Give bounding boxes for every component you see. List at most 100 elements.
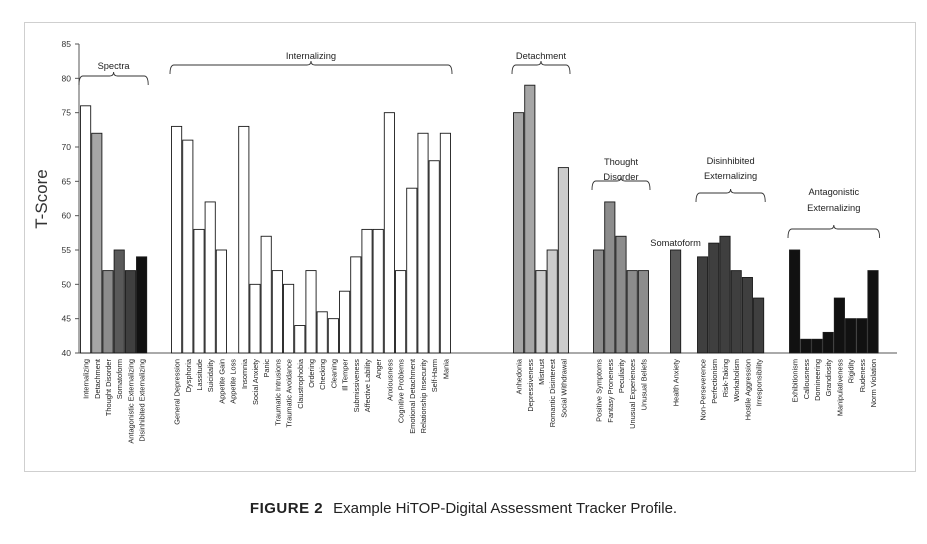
y-tick-label: 40 — [62, 348, 72, 358]
x-tick-label: Rudeness — [858, 359, 867, 393]
bar — [513, 112, 525, 354]
x-tick-label: Anger — [374, 358, 383, 378]
y-tick-label: 70 — [62, 142, 72, 152]
group-title: Externalizing — [704, 171, 757, 181]
chart-frame: 40 45 50 55 60 65 70 75 80 85 T-Score Internalizing… — [24, 22, 916, 472]
x-tick-label: Risk-Taking — [721, 359, 730, 397]
group-bracket — [695, 188, 766, 203]
bar — [91, 132, 103, 354]
bar — [428, 160, 440, 354]
bar — [238, 125, 250, 354]
bar — [417, 132, 429, 354]
x-tick-label: Mistrust — [537, 359, 546, 385]
x-tick-label: General Depression — [173, 359, 182, 425]
x-tick-label: Dysphoria — [184, 358, 193, 392]
x-tick-label: Rigidity — [847, 359, 856, 384]
x-tick-label: Workaholism — [732, 359, 741, 402]
x-tick-label: Peculiarity — [617, 359, 626, 393]
bar — [406, 187, 418, 354]
bar — [811, 338, 823, 354]
bar — [215, 249, 227, 354]
bar — [697, 256, 709, 354]
bar — [546, 249, 558, 354]
y-tick-label: 60 — [62, 211, 72, 221]
bar — [719, 235, 731, 354]
x-tick-label: Depressiveness — [526, 359, 535, 412]
x-tick-label: Grandiosity — [824, 359, 833, 397]
group-title: Disinhibited — [707, 156, 755, 166]
x-tick-label: Social Anxiety — [251, 359, 260, 405]
x-tick-label: Manipulativeness — [835, 359, 844, 416]
x-tick-label: Ordering — [307, 359, 316, 388]
y-tick-label: 65 — [62, 176, 72, 186]
x-tick-label: Emotional Detachment — [408, 359, 417, 434]
bar — [637, 270, 649, 354]
x-tick-label: Fantasy Proneness — [606, 359, 615, 423]
x-tick-label: Panic — [262, 359, 271, 378]
x-tick-label: Health Anxiety — [672, 359, 681, 407]
x-tick-label: Cognitive Problems — [397, 359, 406, 423]
group-title: Antagonistic — [808, 187, 859, 197]
group-title: Somatoform — [650, 238, 701, 248]
y-tick-label: 80 — [62, 73, 72, 83]
group-title: Externalizing — [807, 203, 860, 213]
bar — [283, 283, 295, 354]
bar — [867, 270, 879, 354]
x-tick-label: Norm Violation — [869, 359, 878, 407]
x-tick-label: Insomnia — [240, 358, 249, 389]
bar — [395, 270, 407, 354]
bar — [753, 297, 765, 354]
bar — [372, 228, 384, 354]
bar — [557, 167, 569, 354]
x-tick-label: Anhedonia — [515, 358, 524, 394]
x-tick-label: Traumatic Avoidance — [285, 359, 294, 428]
bar — [102, 270, 114, 354]
x-tick-label: Hostile Aggression — [743, 359, 752, 420]
x-tick-label: Appetite Gain — [217, 359, 226, 404]
x-tick-label: Ill Temper — [341, 358, 350, 390]
bar — [171, 125, 183, 354]
bar — [524, 84, 536, 354]
x-tick-label: Disinhibited Externalizing — [138, 359, 147, 442]
group-title: Disorder — [603, 172, 638, 182]
x-tick-label: Appetite Loss — [229, 359, 238, 404]
bar-chart: 40 45 50 55 60 65 70 75 80 85 T-Score Internalizing… — [32, 39, 897, 444]
group-bracket — [591, 176, 651, 191]
x-tick-label: Cleaning — [329, 359, 338, 388]
x-tick-label: Thought Disorder — [104, 358, 113, 416]
group-title: Internalizing — [286, 51, 336, 61]
bar — [339, 290, 351, 354]
bar — [626, 270, 638, 354]
bar — [604, 201, 616, 354]
x-tick-label: Domineering — [813, 359, 822, 401]
x-tick-label: Non-Perseverence — [699, 359, 708, 421]
group-bracket — [787, 224, 881, 239]
bar — [822, 331, 834, 354]
bar — [136, 256, 148, 354]
x-tick-label: Detachment — [93, 359, 102, 399]
bar — [439, 132, 451, 354]
bar — [361, 228, 373, 354]
y-tick-label: 75 — [62, 108, 72, 118]
y-axis-label: T-Score — [32, 169, 51, 229]
bar — [294, 325, 306, 354]
figure-caption-text: Example HiTOP-Digital Assessment Tracker… — [333, 500, 678, 517]
x-tick-label: Claustrophobia — [296, 358, 305, 409]
bar — [856, 318, 868, 354]
x-tick-label: Self-Harm — [430, 359, 439, 392]
bar — [670, 249, 682, 354]
group-bracket — [78, 71, 149, 86]
y-tick-label: 85 — [62, 39, 72, 49]
x-tick-label: Antagonistic Externalizing — [126, 359, 135, 444]
bar — [615, 235, 627, 354]
x-tick-label: Unusual Experiences — [628, 359, 637, 429]
bar — [305, 270, 317, 354]
x-tick-label: Traumatic Intrusions — [273, 359, 282, 426]
x-tick-label: Exhibitionism — [791, 359, 800, 403]
bar — [845, 318, 857, 354]
y-tick-label: 45 — [62, 314, 72, 324]
bar — [204, 201, 216, 354]
bar — [80, 105, 92, 354]
x-tick-label: Callousness — [802, 359, 811, 400]
x-tick-label: Somatoform — [115, 359, 124, 399]
